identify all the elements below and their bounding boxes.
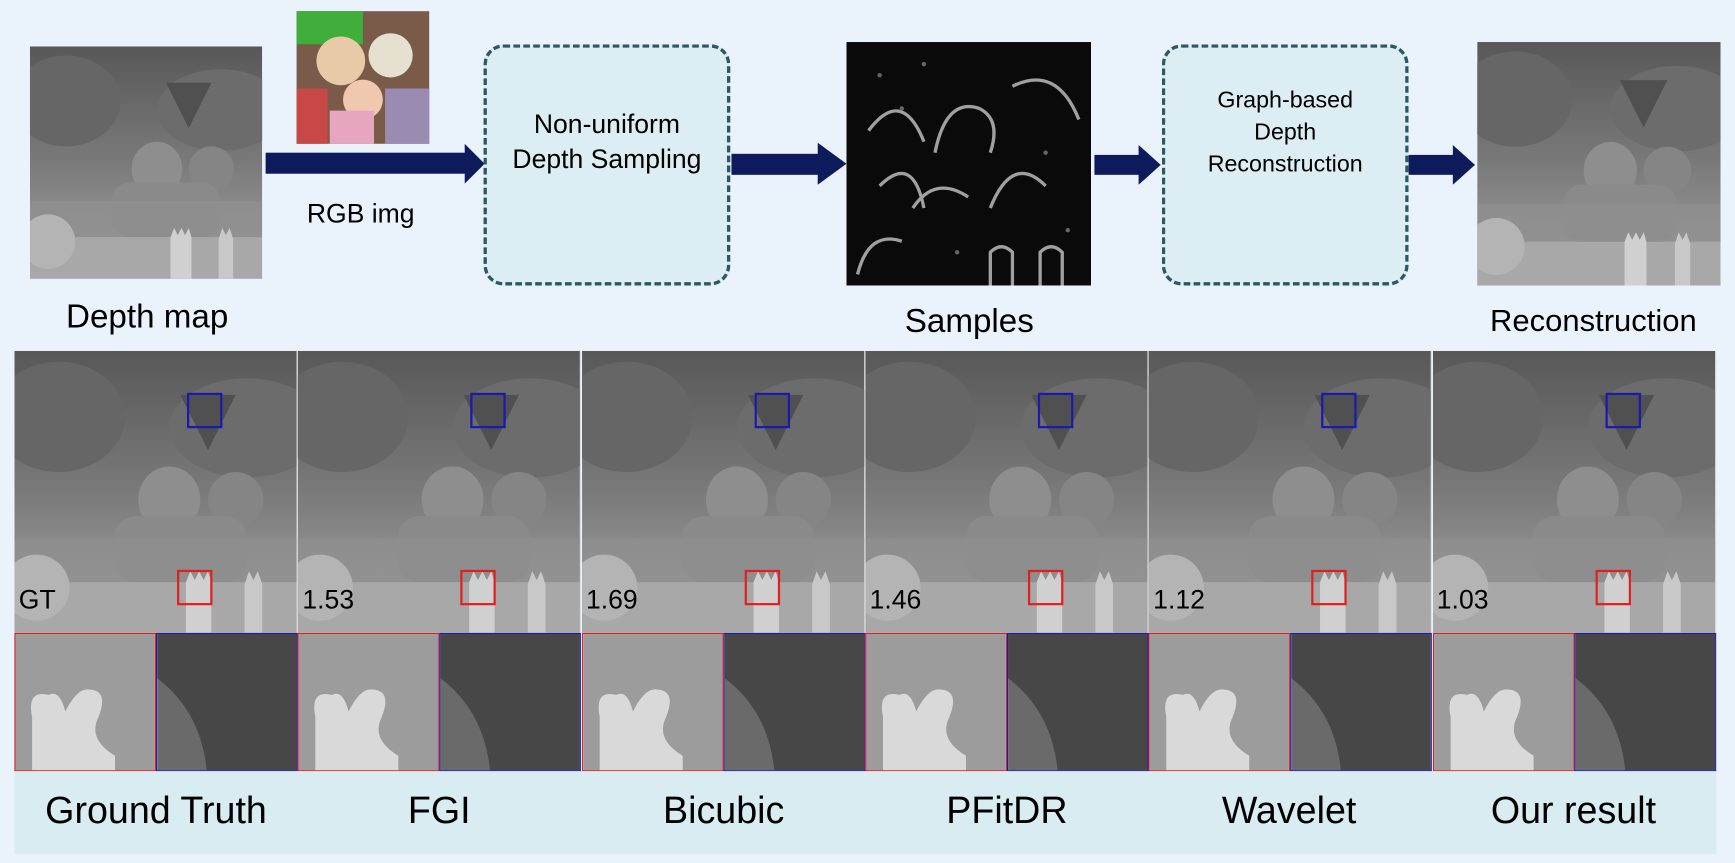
red-roi-box — [460, 569, 497, 606]
score-label: 1.46 — [869, 585, 922, 616]
result-panel: 1.03 — [1432, 350, 1716, 633]
reconstruction-box-line3: Reconstruction — [1207, 151, 1363, 177]
arrow-right-icon — [265, 143, 485, 184]
rgb-img-label: RGB img — [306, 199, 415, 230]
blue-roi-box — [1037, 392, 1074, 429]
method-label: Bicubic — [663, 790, 785, 833]
score-label: 1.03 — [1436, 585, 1489, 616]
result-panel: 1.69 — [581, 350, 865, 633]
depth-result-image — [1148, 350, 1431, 633]
score-label: 1.69 — [585, 585, 638, 616]
zoom-blue-roi — [1006, 632, 1149, 772]
depth-result-image — [581, 350, 864, 633]
zoom-blue-roi — [439, 632, 582, 772]
red-roi-box — [1595, 569, 1631, 606]
result-panel: GT — [14, 350, 298, 633]
reconstruction-label: Reconstruction — [1490, 303, 1697, 338]
result-panel: 1.12 — [1148, 350, 1433, 633]
red-roi-box — [744, 569, 780, 606]
method-label: Ground Truth — [45, 790, 267, 833]
zoom-red-roi — [581, 632, 724, 772]
result-panel: 1.53 — [297, 350, 582, 633]
arrow-right-icon — [731, 142, 847, 185]
method-label: PFitDR — [946, 790, 1068, 833]
depth-result-image — [297, 350, 581, 633]
blue-roi-box — [1321, 392, 1357, 429]
reconstruction-box-line1: Graph-based — [1217, 86, 1354, 113]
blue-roi-box — [186, 392, 223, 429]
red-roi-box — [1311, 569, 1347, 606]
zoom-red-roi — [14, 632, 157, 772]
arrow-right-icon — [1408, 144, 1475, 185]
samples-image — [846, 42, 1092, 286]
reconstruction-box-line2: Depth — [1254, 118, 1317, 145]
method-label: Wavelet — [1221, 790, 1357, 833]
zoom-blue-roi — [723, 632, 865, 772]
graph-based-reconstruction-block: Graph-based Depth Reconstruction — [1161, 44, 1409, 286]
blue-roi-box — [470, 392, 506, 429]
blue-roi-box — [754, 392, 790, 429]
zoom-red-roi — [1148, 632, 1291, 772]
sampling-box-line1: Non-uniform — [533, 109, 680, 140]
method-label: Our result — [1490, 790, 1657, 833]
sampling-box-line2: Depth Sampling — [512, 144, 702, 175]
zoom-blue-roi — [1290, 632, 1433, 772]
zoom-red-roi — [297, 632, 440, 772]
score-label: 1.53 — [302, 585, 355, 616]
depth-result-image — [14, 350, 297, 633]
non-uniform-depth-sampling-block: Non-uniform Depth Sampling — [483, 44, 731, 286]
reconstruction-image — [1477, 42, 1721, 286]
score-label: GT — [18, 585, 56, 616]
depth-map-label: Depth map — [65, 298, 229, 336]
blue-roi-box — [1604, 392, 1641, 429]
zoom-blue-roi — [1573, 632, 1716, 772]
score-label: 1.12 — [1153, 585, 1205, 616]
depth-result-image — [865, 350, 1148, 633]
method-label-band — [14, 771, 1717, 855]
depth-result-image — [1432, 350, 1715, 633]
red-roi-box — [1027, 569, 1064, 606]
zoom-red-roi — [865, 632, 1007, 772]
result-panel: 1.46 — [865, 350, 1149, 633]
zoom-red-roi — [1432, 632, 1574, 772]
rgb-image — [296, 11, 430, 144]
zoom-blue-roi — [156, 632, 298, 772]
samples-label: Samples — [904, 303, 1034, 340]
method-label: FGI — [407, 790, 471, 833]
depth-map-image — [29, 46, 263, 279]
red-roi-box — [177, 569, 213, 606]
arrow-right-icon — [1094, 144, 1161, 185]
